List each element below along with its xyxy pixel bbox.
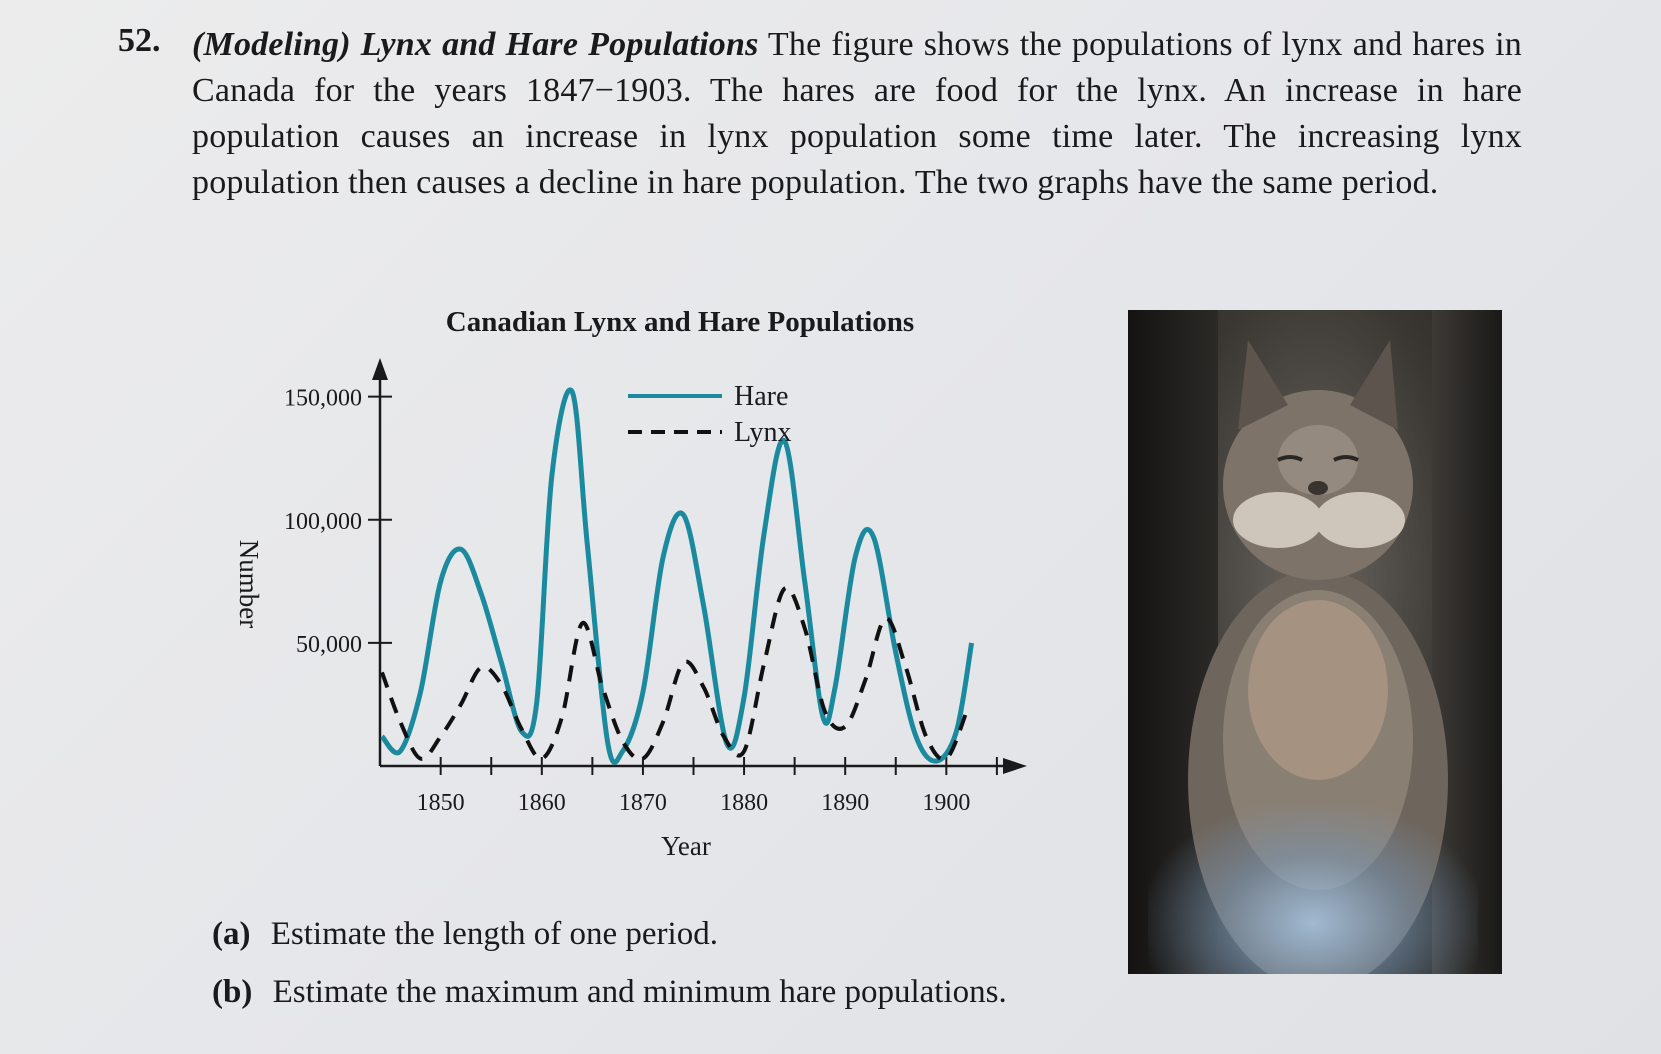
- chart-legend: Hare Lynx: [628, 381, 792, 448]
- x-tick-label: 1890: [821, 790, 869, 816]
- question-b: (b) Estimate the maximum and minimum har…: [212, 974, 1007, 1011]
- x-tick-label: 1880: [720, 790, 768, 816]
- series-line-lynx: [380, 585, 969, 762]
- y-tick-label: 100,000: [284, 509, 362, 535]
- x-axis-arrow: [1003, 758, 1027, 774]
- legend-lynx-label: Lynx: [734, 417, 792, 448]
- x-axis-label: Year: [661, 831, 711, 861]
- y-tick-label: 150,000: [284, 386, 362, 412]
- y-axis-arrow: [372, 358, 388, 380]
- problem-heading: (Modeling) Lynx and Hare Populations: [192, 26, 759, 63]
- chart-title: Canadian Lynx and Hare Populations: [445, 306, 915, 338]
- x-tick-label: 1900: [922, 790, 970, 816]
- question-b-label: (b): [212, 974, 253, 1010]
- x-tick-label: 1860: [518, 790, 566, 816]
- question-a-label: (a): [212, 916, 251, 952]
- chart-axes: [372, 358, 1027, 774]
- legend-hare-label: Hare: [734, 381, 788, 412]
- series-line-hare: [380, 387, 975, 765]
- x-tick-label: 1870: [619, 790, 667, 816]
- x-tick-label: 1850: [417, 790, 465, 816]
- problem-statement: (Modeling) Lynx and Hare Populations The…: [192, 22, 1522, 206]
- photo-glare: [1148, 804, 1478, 974]
- question-a: (a) Estimate the length of one period.: [212, 916, 718, 953]
- question-b-text: Estimate the maximum and minimum hare po…: [272, 974, 1007, 1010]
- problem-number: 52.: [118, 22, 161, 59]
- lynx-photo: [1128, 310, 1502, 974]
- problem-body: The figure shows the populations of lynx…: [192, 26, 1522, 201]
- y-tick-label: 50,000: [296, 632, 362, 658]
- y-axis-label: Number: [234, 540, 264, 628]
- question-a-text: Estimate the length of one period.: [270, 916, 718, 952]
